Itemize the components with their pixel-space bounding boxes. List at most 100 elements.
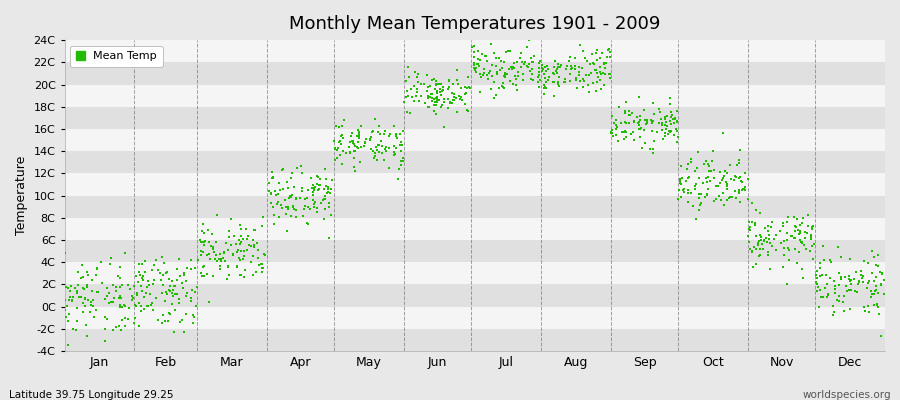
Point <box>159 291 174 298</box>
Point <box>379 144 393 150</box>
Point <box>861 278 876 284</box>
Point <box>490 68 504 75</box>
Point <box>815 272 830 278</box>
Point <box>246 272 260 278</box>
Point <box>85 277 99 283</box>
Point <box>435 88 449 94</box>
Point <box>646 111 661 118</box>
Point <box>589 50 603 56</box>
Point <box>828 290 842 296</box>
Point <box>600 47 615 54</box>
Point <box>269 192 284 198</box>
Point <box>100 316 114 322</box>
Point <box>294 188 309 194</box>
Point <box>338 150 353 156</box>
Point <box>586 80 600 86</box>
Point <box>497 73 511 79</box>
Point <box>699 158 714 164</box>
Point <box>684 158 698 165</box>
Point <box>672 176 687 183</box>
Point <box>265 175 279 182</box>
Point <box>518 61 532 67</box>
Point <box>303 206 318 212</box>
Point <box>536 70 551 77</box>
Point <box>716 190 730 196</box>
Point <box>378 127 392 134</box>
Point <box>716 202 731 208</box>
Point <box>495 65 509 71</box>
Point <box>467 62 482 68</box>
Point <box>793 228 807 234</box>
Point <box>475 51 490 57</box>
Point <box>61 285 76 291</box>
Point <box>375 143 390 149</box>
Point <box>100 293 114 299</box>
Point <box>165 300 179 307</box>
Point <box>573 78 588 84</box>
Point <box>420 104 435 110</box>
Point <box>593 71 608 78</box>
Point <box>762 236 777 242</box>
Point <box>372 122 386 129</box>
Point <box>79 269 94 276</box>
Point <box>602 71 616 77</box>
Point <box>756 236 770 243</box>
Point <box>244 259 258 266</box>
Point <box>167 290 182 297</box>
Point <box>204 243 219 249</box>
Point <box>735 186 750 192</box>
Point <box>173 273 187 279</box>
Point <box>662 95 677 102</box>
Point <box>749 246 763 252</box>
Point <box>266 174 281 181</box>
Point <box>114 295 129 301</box>
Point <box>738 186 752 193</box>
Point <box>797 242 812 248</box>
Point <box>538 64 553 70</box>
Point <box>720 181 734 188</box>
Point <box>467 54 482 61</box>
Point <box>238 226 253 232</box>
Point <box>399 94 413 100</box>
Point <box>105 299 120 305</box>
Point <box>496 80 510 86</box>
Point <box>323 190 338 196</box>
Point <box>284 213 298 219</box>
Point <box>401 93 416 100</box>
Point <box>634 145 649 152</box>
Point <box>617 128 632 134</box>
Point <box>394 162 409 168</box>
Point <box>760 223 775 230</box>
Point <box>472 62 487 69</box>
Point <box>430 98 445 104</box>
Point <box>857 304 871 310</box>
Point <box>548 57 562 64</box>
Point <box>301 221 315 227</box>
Point <box>94 280 109 287</box>
Point <box>405 94 419 100</box>
Point <box>306 196 320 203</box>
Point <box>289 207 303 214</box>
Point <box>157 260 171 266</box>
Point <box>112 323 126 329</box>
Point <box>629 114 643 120</box>
Point <box>506 81 520 87</box>
Point <box>626 128 640 135</box>
Point <box>860 285 875 292</box>
Point <box>851 278 866 284</box>
Point <box>335 132 349 138</box>
Point <box>801 223 815 230</box>
Point <box>520 44 535 50</box>
Point <box>194 238 208 245</box>
Point <box>842 276 857 282</box>
Point <box>151 267 166 274</box>
Point <box>109 324 123 330</box>
Point <box>804 232 818 238</box>
Point <box>663 128 678 134</box>
Point <box>133 308 148 314</box>
Point <box>593 69 608 75</box>
Point <box>129 273 143 280</box>
Point <box>670 128 684 134</box>
Point <box>68 327 83 333</box>
Point <box>97 314 112 320</box>
